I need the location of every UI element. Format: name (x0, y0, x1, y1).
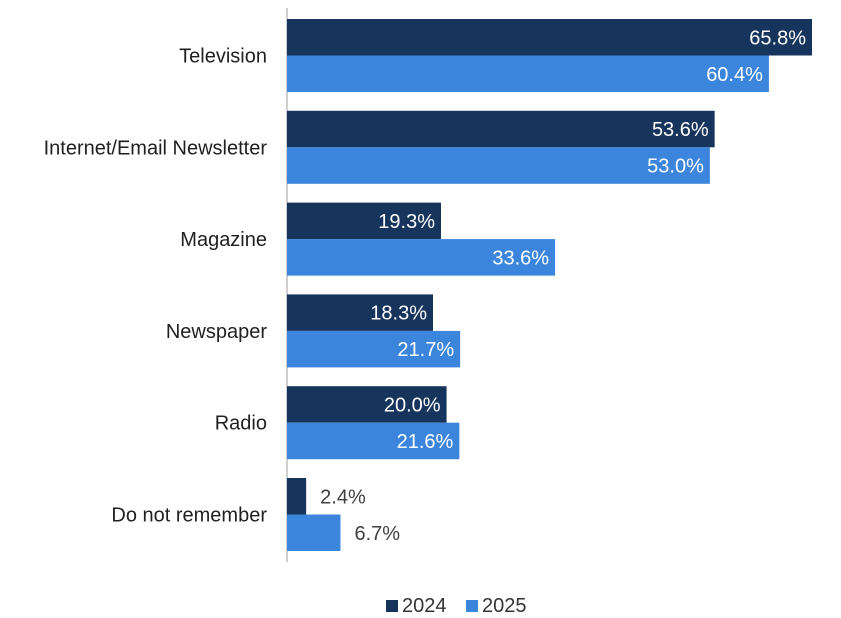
legend: 2024 2025 (386, 595, 527, 617)
legend-label-2025: 2025 (482, 595, 527, 617)
category-label: Internet/Email Newsletter (44, 137, 268, 159)
data-label-2025: 21.6% (397, 431, 454, 453)
bar-2025 (287, 514, 341, 551)
bar-2025 (287, 239, 556, 276)
data-label-2024: 18.3% (370, 303, 427, 325)
data-label-2025: 60.4% (706, 64, 763, 86)
data-label-2024: 20.0% (384, 394, 441, 416)
bar-2024 (287, 202, 441, 240)
bar-2024 (287, 110, 715, 148)
data-label-2024: 19.3% (378, 211, 435, 233)
bar-2024 (287, 478, 307, 515)
category-label: Radio (215, 413, 267, 435)
category-label: Magazine (180, 229, 267, 251)
category-labels: Television Internet/Email Newsletter Magaz… (44, 46, 268, 527)
bar-2025 (287, 147, 710, 184)
data-label-2024: 2.4% (320, 486, 366, 508)
category-label: Do not remember (111, 505, 267, 527)
data-label-2024: 65.8% (749, 27, 806, 49)
bar-2024 (287, 294, 434, 331)
data-label-2025: 53.0% (647, 156, 704, 178)
legend-swatch-2025 (466, 600, 478, 612)
data-label-2025: 21.7% (397, 339, 454, 361)
bar-2025 (287, 330, 461, 368)
legend-label-2024: 2024 (402, 595, 447, 617)
data-label-2025: 33.6% (492, 247, 549, 269)
bar-2025 (287, 55, 769, 92)
data-label-2024: 53.6% (652, 119, 709, 141)
bar-2025 (287, 422, 460, 460)
bar-2024 (287, 19, 812, 56)
data-label-2025: 6.7% (354, 523, 400, 545)
legend-swatch-2024 (386, 600, 398, 612)
category-label: Television (179, 46, 267, 68)
category-label: Newspaper (166, 321, 268, 343)
bar-2024 (287, 386, 447, 423)
bars-group: 65.8% 60.4% 53.6% 53.0% 19.3% 33.6% 18.3% 21.7%… (287, 19, 812, 551)
